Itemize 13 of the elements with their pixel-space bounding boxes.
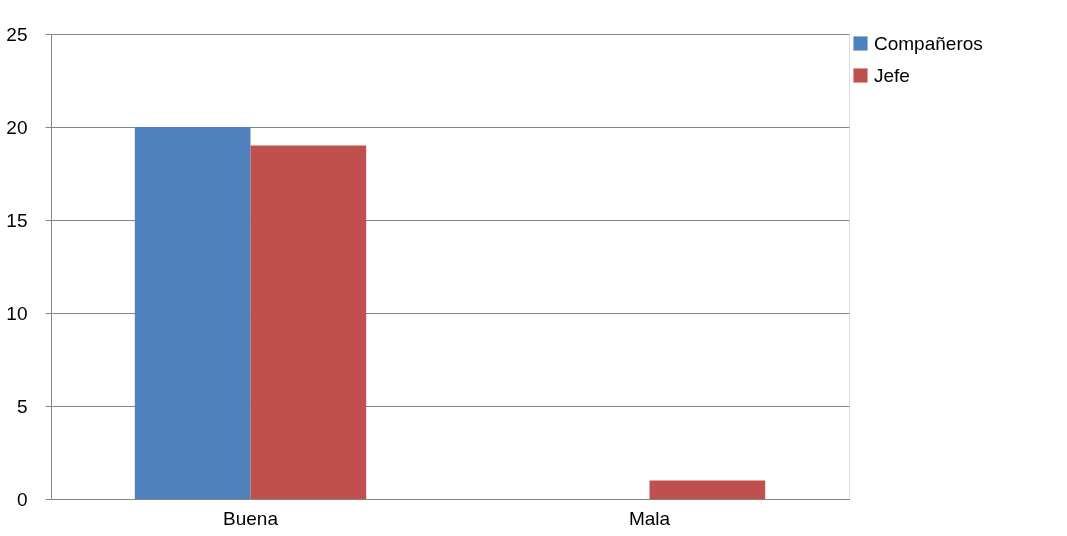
bar [250,145,367,499]
y-tick-label: 5 [16,395,28,417]
x-tick-label: Buena [223,507,279,529]
legend-label: Jefe [874,64,910,86]
bar [649,480,766,499]
y-tick-label: 0 [16,488,28,510]
x-tick-label: Mala [628,507,671,529]
bar [134,127,251,499]
y-tick-label: 10 [6,302,28,324]
y-tick-label: 25 [6,23,28,45]
y-tick-label: 20 [6,116,28,138]
y-tick-label: 15 [6,209,28,231]
legend-label: Compañeros [874,32,983,54]
